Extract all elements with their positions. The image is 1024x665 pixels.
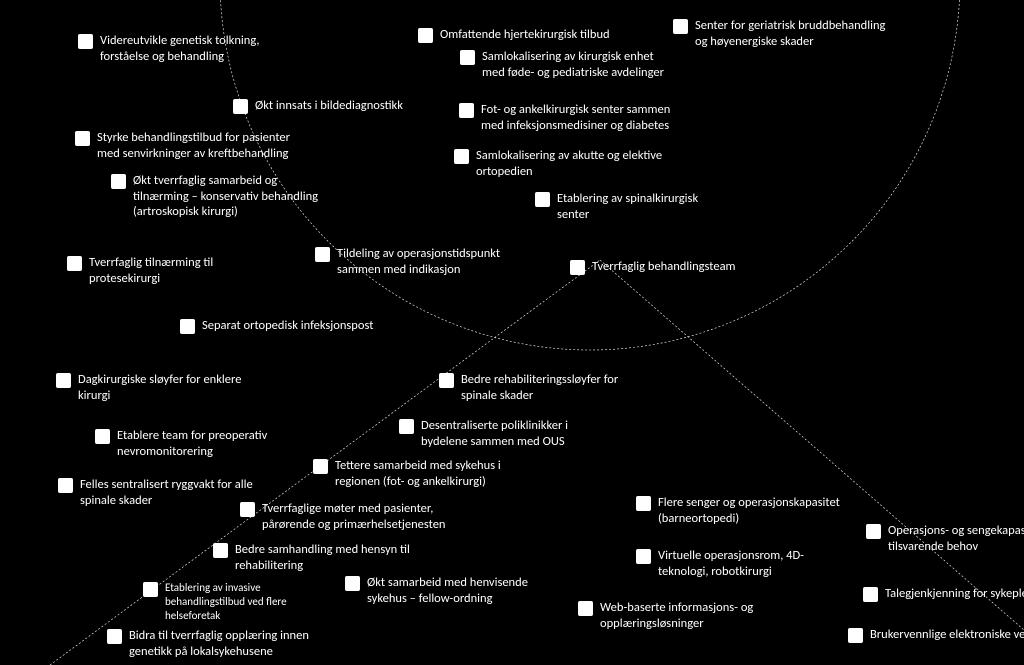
label-opplaering-genetikk: Bidra til tverrfaglig opplæring innengen… [129, 628, 309, 659]
marker-web-basert [578, 601, 593, 616]
label-nevromonitorering: Etablere team for preoperativnevromonito… [117, 428, 267, 459]
marker-protesekirurgi [67, 256, 82, 271]
marker-nevromonitorering [95, 429, 110, 444]
marker-bildediagnostikk [233, 99, 248, 114]
marker-samlokalisering-fode [460, 50, 475, 65]
label-ryggvakt: Felles sentralisert ryggvakt for allespi… [80, 477, 253, 508]
label-genetisk-tolkning: Videreutvikle genetisk tolkning,forståel… [100, 33, 259, 64]
label-talegjenkjenning: Talegjenkjenning for sykepleie [885, 586, 1024, 602]
label-invasive-tilbud: Etablering av invasivebehandlingstilbud … [165, 581, 287, 622]
label-behandlingsteam: Tverrfaglig behandlingsteam [592, 259, 736, 275]
marker-hjertekirurgisk [418, 28, 433, 43]
marker-geriatrisk-brudd [673, 19, 688, 34]
label-brukervennlig: Brukervennlige elektroniske verktøy [870, 627, 1024, 643]
marker-spinalkirurgisk [535, 192, 550, 207]
marker-akutte-elektive [454, 149, 469, 164]
marker-samhandling-rehab [213, 543, 228, 558]
label-robotkirurgi: Virtuelle operasjonsrom, 4D-teknologi, r… [658, 548, 804, 579]
label-samarbeid-region: Tettere samarbeid med sykehus iregionen … [335, 458, 501, 489]
label-hjertekirurgisk: Omfattende hjertekirurgisk tilbud [440, 27, 610, 43]
marker-genetisk-tolkning [78, 34, 93, 49]
label-infeksjonspost: Separat ortopedisk infeksjonspost [202, 318, 373, 334]
label-akutte-elektive: Samlokalisering av akutte og elektiveort… [476, 148, 662, 179]
label-fot-ankel: Fot- og ankelkirurgisk senter sammenmed … [481, 102, 670, 133]
marker-brukervennlig [848, 628, 863, 643]
marker-senvirkninger-kreft [75, 131, 90, 146]
marker-op-sengekap [866, 524, 881, 539]
marker-tverrfaglig-konservativ [111, 174, 126, 189]
marker-talegjenkjenning [863, 587, 878, 602]
marker-behandlingsteam [570, 260, 585, 275]
marker-infeksjonspost [180, 319, 195, 334]
marker-operasjonstidspunkt [315, 247, 330, 262]
label-samlokalisering-fode: Samlokalisering av kirurgisk enhetmed fø… [482, 49, 664, 80]
marker-ryggvakt [58, 478, 73, 493]
label-poliklinikker: Desentraliserte poliklinikker ibydelene … [421, 418, 568, 449]
label-samhandling-rehab: Bedre samhandling med hensyn tilrehabili… [235, 542, 410, 573]
marker-barneortopedi [636, 496, 651, 511]
label-spinalkirurgisk: Etablering av spinalkirurgisksenter [557, 191, 698, 222]
marker-fellow-ordning [345, 576, 360, 591]
label-fellow-ordning: Økt samarbeid med henvisendesykehus – fe… [367, 575, 528, 606]
label-operasjonstidspunkt: Tildeling av operasjonstidspunktsammen m… [337, 246, 500, 277]
label-web-basert: Web-baserte informasjons- ogopplæringslø… [600, 600, 753, 631]
marker-opplaering-genetikk [107, 629, 122, 644]
label-tverrfaglig-konservativ: Økt tverrfaglig samarbeid ogtilnærming –… [133, 173, 318, 220]
marker-samarbeid-region [313, 459, 328, 474]
label-op-sengekap: Operasjons- og sengekapasitettilsvarende… [888, 523, 1024, 554]
marker-robotkirurgi [636, 549, 651, 564]
label-rehab-spinale: Bedre rehabiliteringssløyfer forspinale … [461, 372, 618, 403]
label-dagkirurgi: Dagkirurgiske sløyfer for enklerekirurgi [78, 372, 241, 403]
marker-fot-ankel [459, 103, 474, 118]
marker-invasive-tilbud [143, 582, 158, 597]
marker-poliklinikker [399, 419, 414, 434]
label-senvirkninger-kreft: Styrke behandlingstilbud for pasienterme… [97, 130, 290, 161]
label-bildediagnostikk: Økt innsats i bildediagnostikk [255, 98, 403, 114]
marker-rehab-spinale [439, 373, 454, 388]
marker-dagkirurgi [56, 373, 71, 388]
label-tverrfaglige-moter: Tverrfaglige møter med pasienter,pårøren… [262, 501, 446, 532]
label-protesekirurgi: Tverrfaglig tilnærming tilprotesekirurgi [89, 255, 213, 286]
marker-tverrfaglige-moter [240, 502, 255, 517]
label-barneortopedi: Flere senger og operasjonskapasitet(barn… [658, 495, 840, 526]
background-lines [0, 0, 1024, 665]
label-geriatrisk-brudd: Senter for geriatrisk bruddbehandlingog … [695, 18, 885, 49]
